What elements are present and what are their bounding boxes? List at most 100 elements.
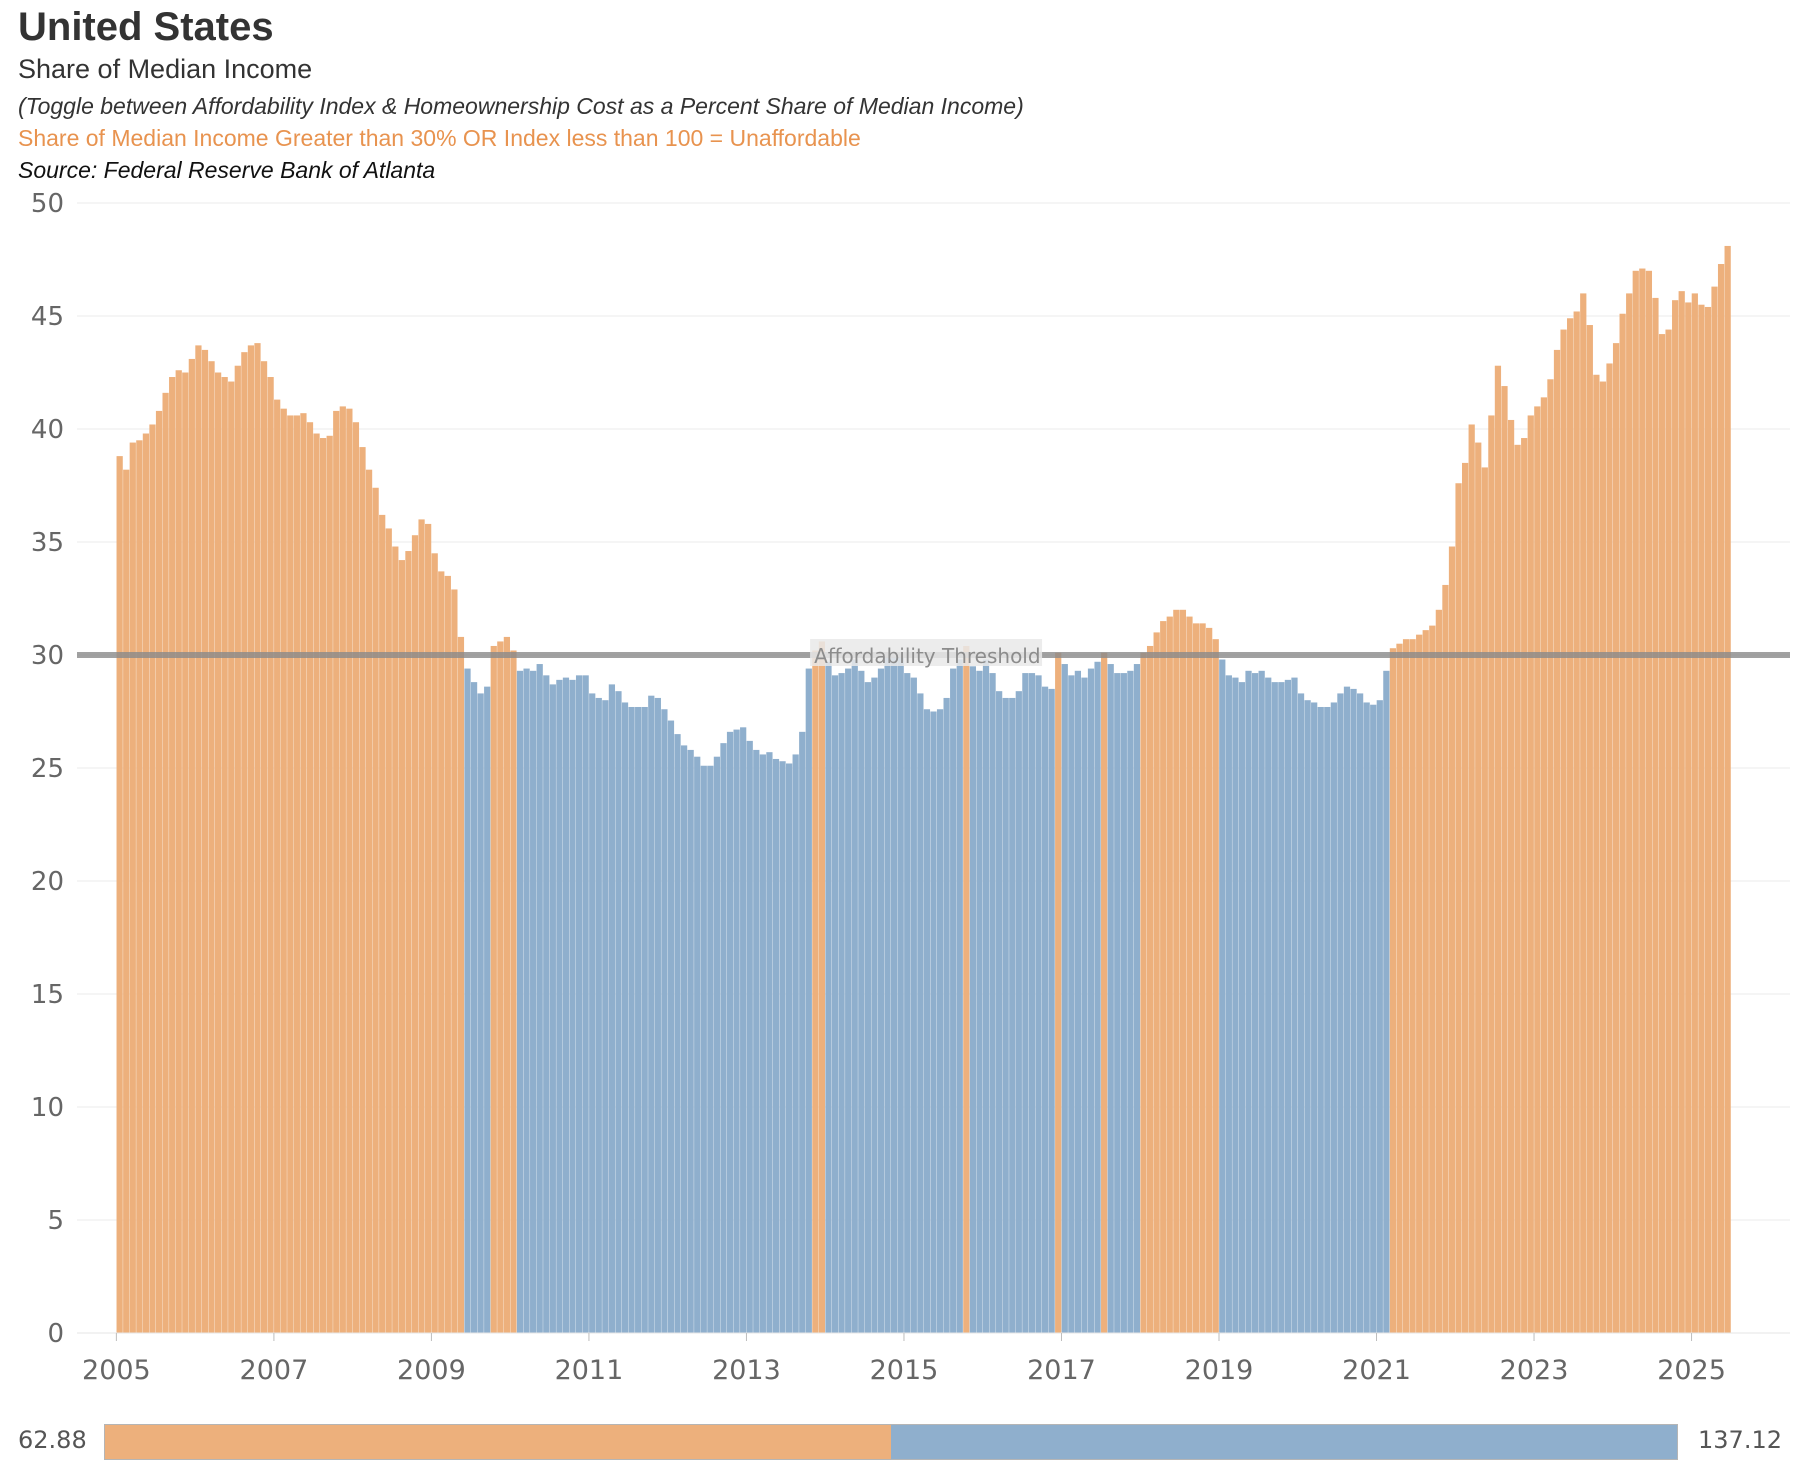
bar bbox=[470, 682, 478, 1333]
bar bbox=[484, 686, 491, 1333]
bar bbox=[1389, 648, 1397, 1333]
x-tick-label: 2011 bbox=[555, 1355, 624, 1386]
bar bbox=[247, 345, 255, 1333]
bar bbox=[1586, 325, 1593, 1333]
bar bbox=[1383, 670, 1390, 1333]
bar bbox=[1002, 697, 1009, 1333]
bar bbox=[365, 469, 373, 1333]
y-tick-label: 10 bbox=[31, 1093, 64, 1123]
bar bbox=[326, 435, 333, 1333]
bar bbox=[1337, 693, 1344, 1333]
bar bbox=[451, 589, 458, 1333]
y-tick-label: 40 bbox=[31, 415, 64, 445]
bar bbox=[385, 528, 392, 1333]
bar bbox=[208, 361, 215, 1333]
bar bbox=[313, 433, 320, 1333]
bar bbox=[1685, 302, 1692, 1334]
bar bbox=[1107, 664, 1114, 1333]
bar bbox=[1153, 632, 1160, 1333]
bar bbox=[1101, 652, 1108, 1333]
bar bbox=[1553, 349, 1561, 1333]
bar bbox=[1455, 483, 1462, 1333]
bar bbox=[740, 727, 747, 1333]
bar bbox=[136, 440, 143, 1333]
x-tick-label: 2007 bbox=[240, 1355, 309, 1386]
bar bbox=[379, 514, 386, 1333]
bar bbox=[687, 749, 694, 1333]
bar bbox=[1665, 329, 1672, 1333]
bar bbox=[339, 406, 346, 1333]
bar bbox=[989, 673, 996, 1333]
bar bbox=[838, 673, 845, 1333]
bar bbox=[1041, 686, 1049, 1333]
page-title: United States bbox=[18, 5, 274, 49]
bar bbox=[431, 553, 438, 1333]
bar bbox=[785, 763, 793, 1333]
bar bbox=[956, 659, 963, 1333]
bar bbox=[641, 706, 648, 1333]
bar bbox=[589, 693, 596, 1333]
bar bbox=[320, 438, 327, 1333]
bar bbox=[1022, 673, 1029, 1333]
bar bbox=[930, 711, 937, 1333]
bar bbox=[254, 343, 261, 1333]
bar bbox=[1514, 444, 1521, 1333]
bar bbox=[1593, 374, 1600, 1333]
bar bbox=[1028, 673, 1036, 1333]
y-tick-label: 15 bbox=[31, 980, 64, 1010]
bar bbox=[346, 408, 353, 1333]
bar bbox=[1009, 697, 1016, 1333]
bar bbox=[1094, 661, 1101, 1333]
bar bbox=[1567, 318, 1574, 1333]
y-tick-label: 35 bbox=[31, 528, 64, 558]
bar bbox=[392, 546, 399, 1333]
y-tick-label: 45 bbox=[31, 302, 64, 332]
bar bbox=[851, 659, 858, 1333]
bar bbox=[549, 684, 556, 1333]
unaffordable-rule-note: Share of Median Income Greater than 30% … bbox=[18, 125, 861, 151]
bar bbox=[516, 670, 524, 1333]
bar bbox=[1173, 609, 1180, 1333]
bar bbox=[149, 424, 156, 1334]
x-tick-label: 2013 bbox=[712, 1355, 781, 1386]
bar bbox=[1166, 616, 1173, 1333]
chart-header: United States Share of Median Income (To… bbox=[18, 4, 1518, 186]
bar bbox=[582, 675, 589, 1333]
bar bbox=[628, 706, 635, 1333]
bar bbox=[1672, 300, 1679, 1334]
x-tick-label: 2009 bbox=[397, 1355, 466, 1386]
bar bbox=[260, 361, 268, 1333]
bar bbox=[162, 392, 169, 1334]
bar bbox=[1206, 627, 1213, 1333]
bar bbox=[1402, 639, 1410, 1333]
bar bbox=[746, 740, 753, 1333]
bar bbox=[175, 370, 182, 1333]
bar bbox=[877, 668, 885, 1333]
bar bbox=[155, 410, 163, 1333]
bar bbox=[1127, 670, 1134, 1333]
bar bbox=[615, 691, 622, 1333]
x-tick-label: 2023 bbox=[1500, 1355, 1569, 1386]
y-tick-label: 30 bbox=[31, 641, 64, 671]
bar bbox=[595, 697, 602, 1333]
bar bbox=[1356, 693, 1364, 1333]
bar bbox=[694, 756, 701, 1333]
bar bbox=[1291, 677, 1298, 1333]
bar bbox=[1225, 675, 1232, 1333]
bar bbox=[569, 679, 576, 1333]
bar bbox=[1409, 639, 1416, 1333]
legend-affordable-segment bbox=[891, 1425, 1677, 1459]
bar bbox=[1652, 297, 1659, 1333]
bar bbox=[123, 469, 130, 1333]
chart-subtitle: Share of Median Income bbox=[18, 54, 313, 84]
bar bbox=[1120, 673, 1127, 1333]
x-tick-label: 2019 bbox=[1185, 1355, 1254, 1386]
x-tick-label: 2015 bbox=[870, 1355, 939, 1386]
bar bbox=[733, 729, 740, 1333]
bar bbox=[293, 415, 300, 1333]
y-tick-label: 5 bbox=[47, 1206, 64, 1236]
legend-gradient-bar bbox=[104, 1424, 1678, 1460]
bar bbox=[1711, 286, 1718, 1333]
bar bbox=[1324, 706, 1331, 1333]
bar bbox=[1087, 668, 1095, 1333]
